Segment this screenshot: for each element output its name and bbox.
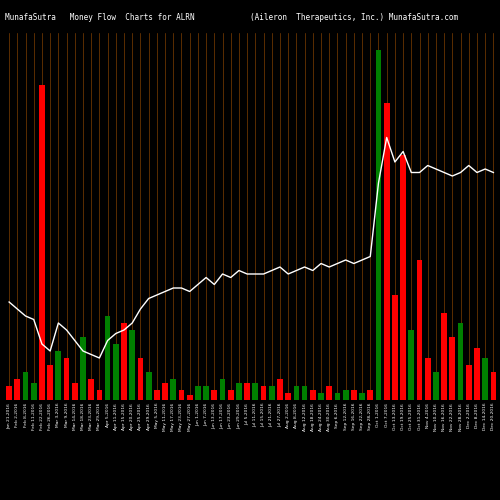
Bar [351, 390, 356, 400]
Bar [359, 393, 365, 400]
Bar [376, 50, 382, 400]
Bar [187, 395, 192, 400]
Bar [343, 390, 348, 400]
Bar [433, 372, 439, 400]
Bar [302, 386, 308, 400]
Bar [22, 372, 28, 400]
Bar [368, 390, 373, 400]
Bar [170, 379, 176, 400]
Bar [236, 382, 242, 400]
Bar [269, 386, 274, 400]
Bar [121, 323, 127, 400]
Bar [80, 337, 86, 400]
Bar [162, 382, 168, 400]
Bar [220, 379, 226, 400]
Bar [88, 379, 94, 400]
Bar [72, 382, 78, 400]
Bar [392, 295, 398, 400]
Bar [138, 358, 143, 400]
Bar [490, 372, 496, 400]
Bar [482, 358, 488, 400]
Bar [228, 390, 234, 400]
Bar [212, 390, 217, 400]
Bar [450, 337, 455, 400]
Bar [203, 386, 209, 400]
Bar [425, 358, 430, 400]
Bar [277, 379, 283, 400]
Bar [310, 390, 316, 400]
Bar [178, 390, 184, 400]
Bar [104, 316, 110, 400]
Bar [39, 85, 45, 400]
Bar [56, 351, 61, 400]
Bar [244, 382, 250, 400]
Bar [466, 365, 471, 400]
Bar [294, 386, 300, 400]
Text: (Aileron  Therapeutics, Inc.) MunafaSutra.com: (Aileron Therapeutics, Inc.) MunafaSutra… [250, 12, 458, 22]
Bar [31, 382, 36, 400]
Bar [474, 348, 480, 400]
Text: MunafaSutra   Money Flow  Charts for ALRN: MunafaSutra Money Flow Charts for ALRN [5, 12, 194, 22]
Bar [113, 344, 118, 400]
Bar [195, 386, 201, 400]
Bar [326, 386, 332, 400]
Bar [64, 358, 70, 400]
Bar [458, 323, 464, 400]
Bar [96, 390, 102, 400]
Bar [260, 386, 266, 400]
Bar [318, 393, 324, 400]
Bar [416, 260, 422, 400]
Bar [6, 386, 12, 400]
Bar [334, 393, 340, 400]
Bar [286, 393, 291, 400]
Bar [400, 155, 406, 400]
Bar [252, 382, 258, 400]
Bar [154, 390, 160, 400]
Bar [130, 330, 135, 400]
Bar [442, 312, 447, 400]
Bar [384, 102, 390, 400]
Bar [146, 372, 152, 400]
Bar [408, 330, 414, 400]
Bar [48, 365, 53, 400]
Bar [14, 379, 20, 400]
